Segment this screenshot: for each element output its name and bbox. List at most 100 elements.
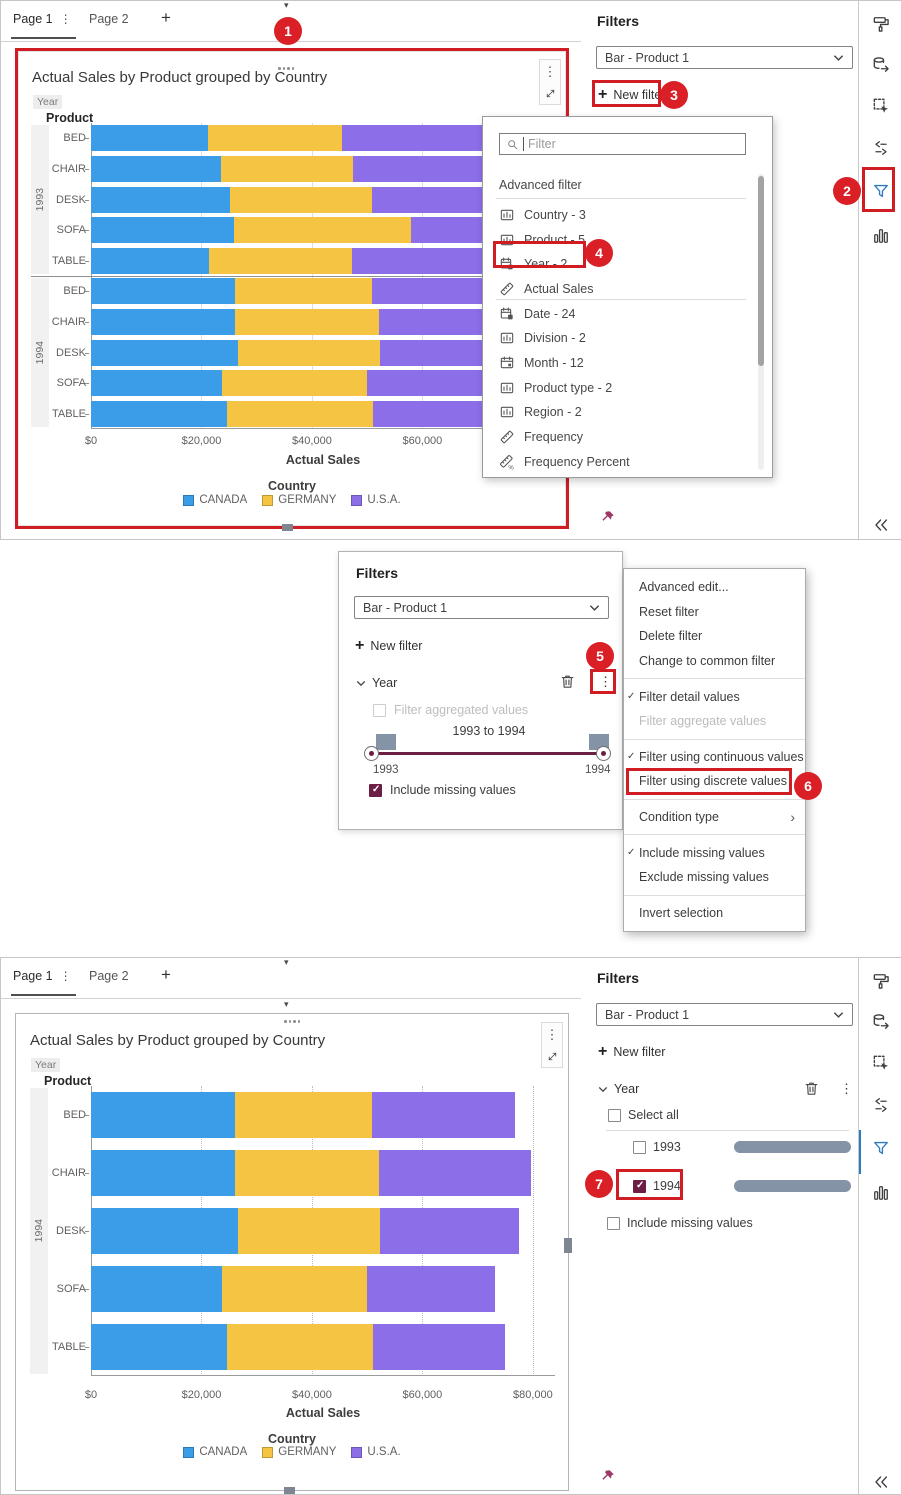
trash-icon[interactable] <box>559 673 576 690</box>
new-filter-button[interactable]: + New filter <box>355 637 423 654</box>
resize-handle-bottom[interactable] <box>282 524 293 531</box>
bar-segment-germany[interactable] <box>234 278 373 305</box>
field-item-product-5[interactable]: Product - 5 <box>499 228 744 252</box>
new-filter-button[interactable]: + New filter <box>598 1043 666 1060</box>
bar-segment-germany[interactable] <box>227 400 374 427</box>
bar-segment-canada[interactable] <box>91 370 223 397</box>
bar-segment-u-s-a[interactable] <box>353 155 497 182</box>
menu-item-advanced-edit[interactable]: Advanced edit... <box>624 575 805 600</box>
bar-segment-u-s-a[interactable] <box>373 1324 505 1370</box>
field-item-date-24[interactable]: Date - 24 <box>499 302 744 326</box>
bar-segment-germany[interactable] <box>238 339 381 366</box>
new-filter-button[interactable]: + New filter <box>598 86 666 103</box>
menu-item-filter-detail-values[interactable]: ✓ Filter detail values <box>624 684 805 709</box>
collapse-icon[interactable] <box>871 1472 891 1492</box>
bar-segment-u-s-a[interactable] <box>367 1266 495 1312</box>
menu-item-reset-filter[interactable]: Reset filter <box>624 600 805 625</box>
slider-handle-min[interactable] <box>364 746 379 761</box>
field-item-product-type-2[interactable]: Product type - 2 <box>499 376 744 400</box>
object-selector-dropdown[interactable]: Bar - Product 1 <box>596 46 853 69</box>
bar-segment-canada[interactable] <box>91 217 235 244</box>
trash-icon[interactable] <box>803 1080 820 1097</box>
bar-segment-u-s-a[interactable] <box>352 247 496 274</box>
scrollbar-thumb[interactable] <box>758 176 764 366</box>
menu-item-condition-type[interactable]: Condition type › <box>624 805 805 830</box>
field-item-frequency[interactable]: Frequency <box>499 425 744 449</box>
bar-segment-germany[interactable] <box>230 186 373 213</box>
object-menu-icon[interactable]: ⋮ <box>545 1026 559 1042</box>
collapse-caret-icon[interactable]: ▾ <box>284 957 289 967</box>
bar-segment-germany[interactable] <box>221 155 354 182</box>
bar-segment-germany[interactable] <box>238 1208 381 1254</box>
bar-segment-germany[interactable] <box>207 125 343 152</box>
menu-item-filter-using-continuous-values[interactable]: ✓ Filter using continuous values <box>624 745 805 770</box>
add-page-button[interactable]: + <box>161 8 171 27</box>
field-item-year-2[interactable]: Year - 2 <box>499 252 744 276</box>
bar-chart-object[interactable]: Actual Sales by Product grouped by Count… <box>15 1013 572 1494</box>
filter-aggregated-checkbox[interactable] <box>373 704 386 717</box>
bar-segment-canada[interactable] <box>91 278 235 305</box>
collapse-caret-icon[interactable]: ▾ <box>284 999 289 1009</box>
advanced-filter-item[interactable]: Advanced filter <box>499 173 744 197</box>
scrollbar-track[interactable] <box>758 174 764 470</box>
bar-segment-germany[interactable] <box>227 1324 374 1370</box>
include-missing-checkbox[interactable] <box>607 1217 620 1230</box>
field-item-country-3[interactable]: Country - 3 <box>499 203 744 227</box>
bar-segment-canada[interactable] <box>91 247 210 274</box>
bar-segment-canada[interactable] <box>91 1324 228 1370</box>
menu-item-filter-using-discrete-values[interactable]: Filter using discrete values <box>624 768 805 795</box>
export-data-icon[interactable] <box>871 55 891 75</box>
selection-icon[interactable] <box>871 1053 891 1073</box>
bar-segment-canada[interactable] <box>91 400 228 427</box>
bar-segment-canada[interactable] <box>91 1208 239 1254</box>
bar-segment-u-s-a[interactable] <box>380 1208 520 1254</box>
bar-segment-germany[interactable] <box>234 308 380 335</box>
export-data-icon[interactable] <box>871 1012 891 1032</box>
year-option-checkbox-1993[interactable] <box>633 1141 646 1154</box>
bar-segment-germany[interactable] <box>209 247 353 274</box>
tab-page-1[interactable]: Page 1 ⋮ <box>11 969 76 996</box>
resize-handle-bottom[interactable] <box>284 1487 295 1494</box>
pin-icon[interactable] <box>601 510 615 524</box>
maximize-icon[interactable] <box>544 87 557 100</box>
add-page-button[interactable]: + <box>161 965 171 984</box>
menu-item-exclude-missing-values[interactable]: Exclude missing values <box>624 865 805 890</box>
collapse-caret-icon[interactable]: ▾ <box>284 0 289 10</box>
ranks-icon[interactable] <box>871 138 891 158</box>
bar-segment-canada[interactable] <box>91 1150 235 1196</box>
bar-segment-canada[interactable] <box>91 339 239 366</box>
tab-page-1[interactable]: Page 1 ⋮ <box>11 12 76 39</box>
bar-chart-object-selected[interactable]: Actual Sales by Product grouped by Count… <box>15 48 569 531</box>
page-menu-icon[interactable]: ⋮ <box>59 969 72 983</box>
bar-segment-u-s-a[interactable] <box>342 125 492 152</box>
bar-segment-germany[interactable] <box>234 217 411 244</box>
filter-icon[interactable] <box>871 181 891 201</box>
menu-item-invert-selection[interactable]: Invert selection <box>624 901 805 926</box>
object-selector-dropdown[interactable]: Bar - Product 1 <box>354 596 609 619</box>
year-filter-expander[interactable]: Year <box>356 676 397 690</box>
bar-segment-germany[interactable] <box>222 1266 368 1312</box>
bar-segment-canada[interactable] <box>91 186 231 213</box>
filter-menu-kebab-icon[interactable]: ⋮ <box>599 674 612 689</box>
tab-page-2[interactable]: Page 2 <box>89 12 129 26</box>
field-item-division-2[interactable]: Division - 2 <box>499 326 744 350</box>
object-selector-dropdown[interactable]: Bar - Product 1 <box>596 1003 853 1026</box>
field-item-actual-sales[interactable]: Actual Sales <box>499 277 744 301</box>
chart-objects-icon[interactable] <box>871 1183 891 1203</box>
ranks-icon[interactable] <box>871 1095 891 1115</box>
bar-segment-canada[interactable] <box>91 1266 223 1312</box>
include-missing-checkbox[interactable] <box>369 784 382 797</box>
year-option-checkbox-1994[interactable] <box>633 1180 646 1193</box>
bar-segment-u-s-a[interactable] <box>367 370 495 397</box>
bar-segment-canada[interactable] <box>91 155 222 182</box>
bar-segment-u-s-a[interactable] <box>372 1092 515 1138</box>
drag-handle-icon[interactable] <box>278 67 294 70</box>
bar-segment-canada[interactable] <box>91 1092 235 1138</box>
bar-segment-canada[interactable] <box>91 125 208 152</box>
field-item-region-2[interactable]: Region - 2 <box>499 400 744 424</box>
tab-page-2[interactable]: Page 2 <box>89 969 129 983</box>
selection-icon[interactable] <box>871 96 891 116</box>
resize-handle-right[interactable] <box>564 1238 572 1253</box>
bar-segment-germany[interactable] <box>222 370 368 397</box>
filter-icon[interactable] <box>871 1138 891 1158</box>
